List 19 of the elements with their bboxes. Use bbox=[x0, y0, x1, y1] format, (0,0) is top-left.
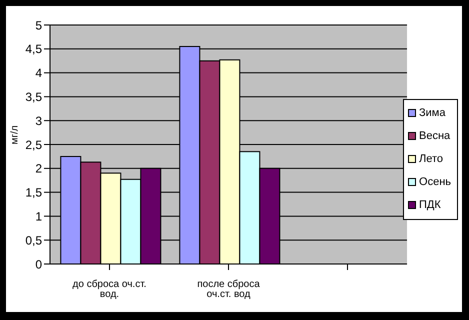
legend-label: Осень bbox=[419, 174, 451, 190]
y-tick-label: 3,5 bbox=[25, 90, 42, 104]
y-tick-label: 1 bbox=[35, 209, 42, 224]
x-tick-label: после сброса оч.ст. вод bbox=[197, 279, 260, 300]
y-tick-label: 4 bbox=[35, 66, 42, 80]
y-tick-label: 4,5 bbox=[25, 42, 42, 56]
y-axis-title: мг/л bbox=[10, 125, 21, 144]
y-tick-label: 2,5 bbox=[25, 138, 42, 152]
legend-label: Лето bbox=[419, 152, 444, 166]
y-tick-label: 0,5 bbox=[25, 233, 42, 248]
y-tick-label: 3 bbox=[35, 114, 42, 128]
y-tick-label: 0 bbox=[35, 257, 42, 272]
legend-label: ПДК bbox=[419, 198, 441, 212]
y-tick-label: 2 bbox=[35, 162, 42, 176]
x-tick-label: до сброса оч.ст. вод. bbox=[72, 279, 146, 300]
y-tick-label: 5 bbox=[35, 18, 42, 32]
legend-label: Зима bbox=[419, 106, 446, 120]
y-tick-label: 1,5 bbox=[25, 186, 42, 200]
legend-label: Весна bbox=[419, 128, 450, 144]
